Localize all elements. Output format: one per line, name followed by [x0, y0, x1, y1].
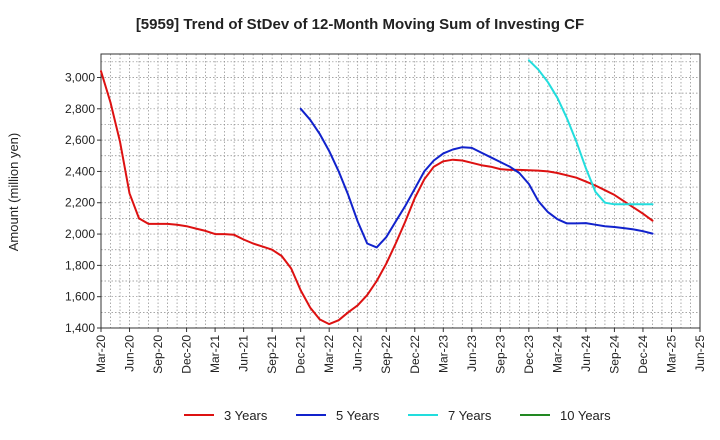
x-tick-label: Mar-24	[550, 335, 564, 373]
y-tick-label: 1,600	[65, 290, 95, 304]
x-tick-label: Mar-21	[208, 335, 222, 373]
y-tick-label: 2,800	[65, 102, 95, 116]
x-tick-label: Dec-24	[636, 335, 650, 374]
x-tick-label: Jun-22	[351, 335, 365, 372]
legend-label-7-years: 7 Years	[448, 408, 492, 423]
plot-area: 1,400 1,600 1,800 2,000 2,200 2,400 2,600 2,800…	[65, 53, 707, 374]
series-line-3-years	[100, 70, 654, 326]
x-tick-label: Sep-22	[379, 335, 393, 374]
y-tick-label: 2,400	[65, 164, 95, 178]
y-tick-label: 1,800	[65, 258, 95, 272]
y-tick-label: 3,000	[65, 70, 95, 84]
chart-title: [5959] Trend of StDev of 12-Month Moving…	[136, 16, 584, 33]
x-tick-label: Sep-20	[151, 335, 165, 374]
plot-frame	[100, 53, 701, 329]
y-axis-label: Amount (million yen)	[6, 133, 21, 252]
x-tick-label: Dec-22	[408, 335, 422, 374]
series-line-5-years	[299, 107, 654, 249]
x-tick-label: Jun-24	[579, 335, 593, 372]
x-tick-label: Mar-25	[664, 335, 678, 373]
x-tick-label: Jun-25	[693, 335, 707, 372]
x-tick-label: Jun-21	[237, 335, 251, 372]
series-line-7-years	[527, 59, 654, 206]
x-tick-label: Dec-20	[180, 335, 194, 374]
x-tick-label: Sep-21	[265, 335, 279, 374]
x-tick-label: Jun-23	[465, 335, 479, 372]
y-tick-label: 2,600	[65, 133, 95, 147]
legend-label-5-years: 5 Years	[336, 408, 380, 423]
x-tick-label: Dec-23	[522, 335, 536, 374]
legend-label-10-years: 10 Years	[560, 408, 611, 423]
x-tick-label: Dec-21	[294, 335, 308, 374]
x-tick-label: Sep-23	[493, 335, 507, 374]
x-tick-label: Sep-24	[607, 335, 621, 374]
legend-label-3-years: 3 Years	[224, 408, 268, 423]
x-tick-label: Mar-22	[322, 335, 336, 373]
x-tick-label: Mar-23	[436, 335, 450, 373]
y-tick-label: 1,400	[65, 321, 95, 335]
legend: 3 Years 5 Years 7 Years 10 Years	[184, 408, 611, 423]
x-tick-label: Jun-20	[123, 335, 137, 372]
y-tick-label: 2,200	[65, 196, 95, 210]
x-tick-label: Mar-20	[94, 335, 108, 373]
plot-background	[101, 54, 700, 328]
y-tick-label: 2,000	[65, 227, 95, 241]
